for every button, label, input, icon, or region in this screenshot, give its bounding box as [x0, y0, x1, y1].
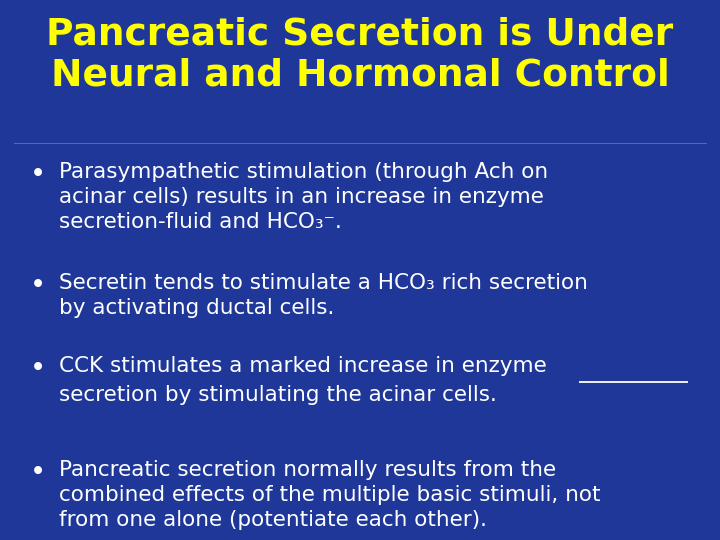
- Text: Parasympathetic stimulation (through Ach on
acinar cells) results in an increase: Parasympathetic stimulation (through Ach…: [59, 162, 548, 232]
- Text: •: •: [30, 162, 46, 188]
- Text: CCK stimulates a marked increase in: CCK stimulates a marked increase in: [59, 356, 462, 376]
- Text: CCK stimulates a marked increase in enzyme: CCK stimulates a marked increase in enzy…: [59, 356, 546, 376]
- Text: •: •: [30, 460, 46, 486]
- Text: Pancreatic Secretion is Under
Neural and Hormonal Control: Pancreatic Secretion is Under Neural and…: [46, 16, 674, 93]
- Text: •: •: [30, 356, 46, 382]
- Text: Pancreatic secretion normally results from the
combined effects of the multiple : Pancreatic secretion normally results fr…: [59, 460, 600, 530]
- Text: Secretin tends to stimulate a HCO₃ rich secretion
by activating ductal cells.: Secretin tends to stimulate a HCO₃ rich …: [59, 273, 588, 318]
- Text: •: •: [30, 273, 46, 299]
- Text: secretion by stimulating the acinar cells.: secretion by stimulating the acinar cell…: [59, 385, 497, 405]
- Text: enzyme: enzyme: [59, 356, 144, 376]
